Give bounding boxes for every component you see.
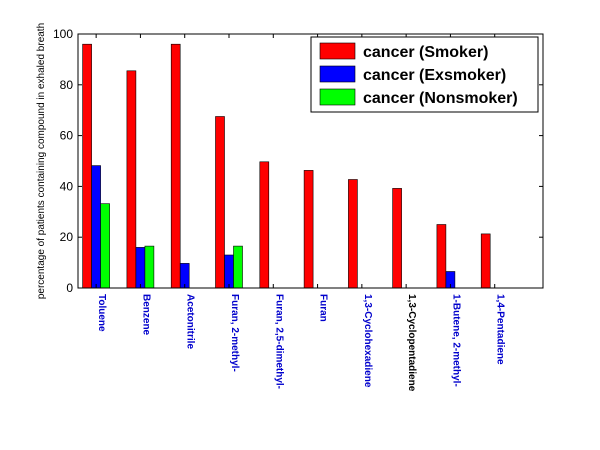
bar: [144, 245, 155, 289]
bar: [348, 179, 358, 289]
x-tick-label: Furan, 2,5-dimethyl-: [273, 294, 284, 389]
bar: [170, 43, 181, 289]
bar: [259, 161, 270, 289]
legend-entry: cancer (Smoker): [363, 44, 488, 61]
x-tick-label: Benzene: [140, 294, 151, 336]
legend-swatch: [319, 42, 356, 60]
y-tick-label: 80: [60, 78, 74, 92]
bar: [135, 247, 146, 289]
bar: [91, 165, 101, 289]
bar: [82, 43, 92, 289]
y-tick-label: 60: [60, 129, 74, 143]
axes: [77, 33, 544, 289]
bar: [303, 170, 314, 289]
legend-entry: cancer (Exsmoker): [363, 67, 506, 84]
x-tick-labels: Toluene Benzene Acetonitrile Furan, 2-methy…: [95, 34, 506, 392]
legend: cancer (Smoker) cancer (Exsmoker) cancer (…: [310, 36, 539, 113]
x-tick-label: Acetonitrile: [185, 294, 196, 349]
x-tick-label: 1-Butene, 2-methyl-: [450, 294, 461, 387]
x-tick-label: Toluene: [96, 294, 107, 332]
x-tick-label: Furan: [318, 294, 329, 322]
axes-frame: [77, 33, 544, 289]
bar: [480, 233, 491, 289]
y-ticks: 0 20 40 60 80 100: [53, 27, 543, 295]
x-tick-label: 1,4-Pentadiene: [495, 294, 506, 365]
x-tick-label: Furan, 2-methyl-: [229, 294, 240, 372]
legend-swatch: [319, 65, 356, 83]
bar: [392, 188, 402, 289]
y-tick-label: 100: [53, 27, 73, 41]
bar: [215, 116, 225, 289]
bar: [126, 70, 137, 289]
y-axis-label: percentage of patients containing compou…: [36, 23, 47, 299]
legend-swatch: [319, 88, 356, 106]
y-tick-label: 20: [60, 230, 74, 244]
bar: [100, 203, 110, 289]
x-tick-label: 1,3-Cyclohexadiene: [362, 294, 373, 388]
legend-entry: cancer (Nonsmoker): [363, 90, 518, 107]
x-tick-label: 1,3-Cyclopentadiene: [406, 294, 417, 392]
bar: [233, 245, 243, 289]
y-tick-label: 40: [60, 179, 74, 193]
bar: [436, 224, 447, 289]
bar: [224, 254, 234, 289]
y-tick-label: 0: [66, 281, 73, 295]
